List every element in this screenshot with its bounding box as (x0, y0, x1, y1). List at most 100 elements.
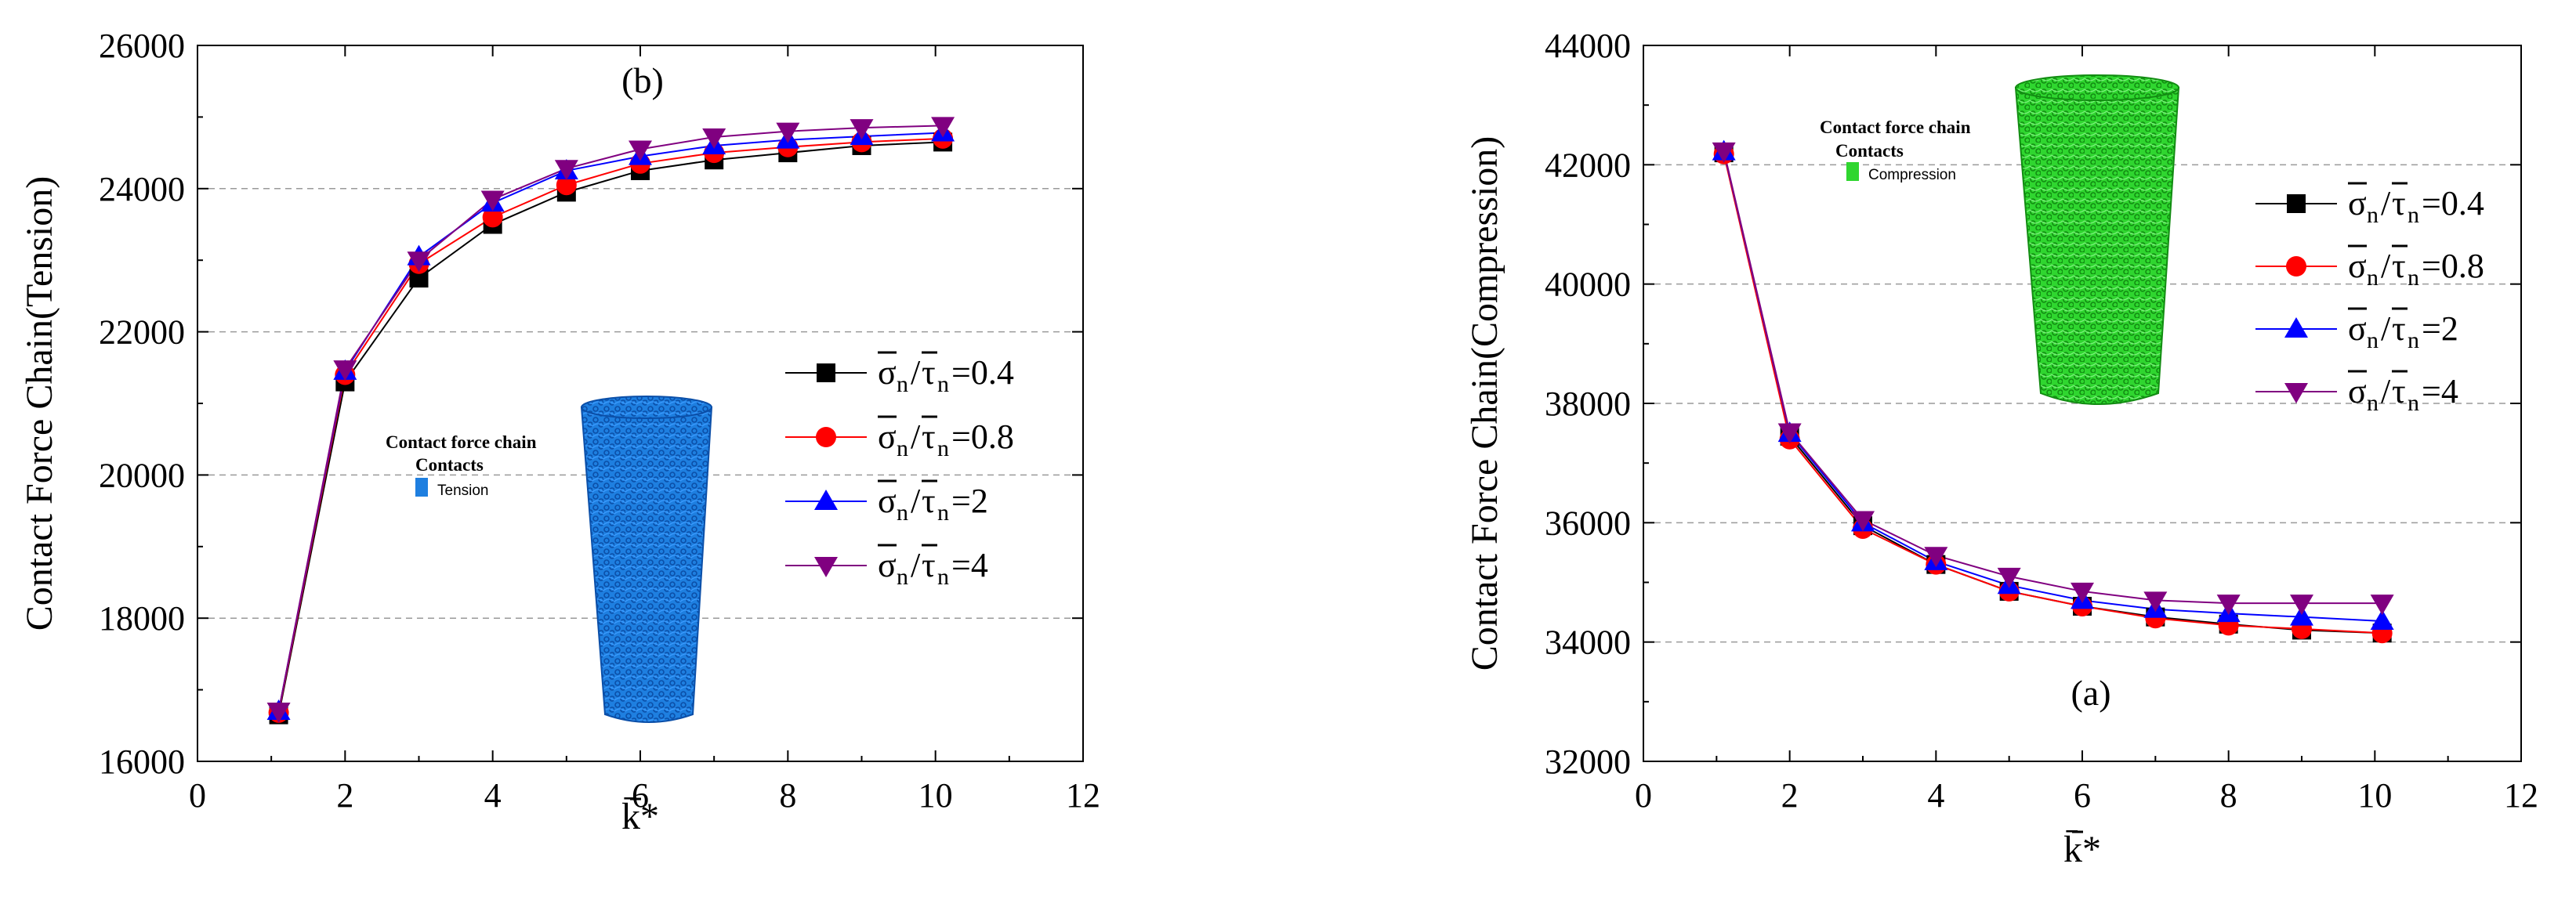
legend-ratio: =4 (951, 546, 988, 584)
compression-cylinder-top (2015, 74, 2179, 101)
panel-label: (b) (621, 60, 664, 100)
data-point-0.8 (482, 207, 503, 228)
legend-slash: / (2381, 309, 2391, 348)
data-point-4 (480, 190, 505, 211)
data-point-4 (1851, 511, 1875, 532)
x-axis-title: k̄* (621, 796, 659, 837)
y-tick-label: 22000 (99, 313, 185, 352)
data-point-4 (554, 160, 578, 181)
y-tick-label: 32000 (1545, 743, 1631, 781)
data-point-4 (407, 251, 431, 273)
x-tick-label: 0 (1635, 776, 1652, 815)
legend-tau-sub: n (2408, 327, 2419, 353)
data-point-0.8 (556, 175, 577, 196)
compression-chart: 32000 34000 36000 38000 40000 42000 44000 0 2 4 6… (1464, 27, 2538, 870)
legend-sigma-label: σ (2348, 247, 2367, 285)
legend-entry-4: σ n / τ n =4 (2255, 370, 2458, 416)
data-point-4 (931, 117, 955, 138)
legend-tau-label: τ (2392, 372, 2406, 410)
legend-ratio: =0.4 (2422, 184, 2484, 222)
y-tick-label: 24000 (99, 170, 185, 208)
x-tick-label: 4 (484, 776, 502, 815)
data-point-4 (702, 128, 726, 149)
legend: σ n / τ n =0.4 σ n / τ n =0.8 (785, 351, 1014, 590)
legend-sigma-sub: n (897, 500, 908, 526)
legend-tau-sub: n (2408, 202, 2419, 228)
series-lines (1723, 150, 2382, 634)
inset-subtitle: Contacts (1835, 141, 1904, 161)
legend-tau-label: τ (2392, 247, 2406, 285)
series-line-2 (1723, 151, 2382, 623)
legend-marker-circle (816, 427, 836, 447)
legend-sigma-label: σ (2348, 184, 2367, 222)
series-line-0.8 (277, 137, 944, 714)
legend-sigma-sub: n (2367, 390, 2379, 416)
legend-slash: / (911, 482, 921, 520)
legend: σ n / τ n =0.4 σ n / τ n =0.8 (2255, 182, 2484, 416)
series-line-4 (277, 125, 944, 712)
legend-entry-2: σ n / τ n =2 (785, 479, 988, 526)
data-point-4 (776, 122, 800, 143)
legend-marker-triangle-up (814, 490, 838, 510)
legend-tau-sub: n (937, 500, 949, 526)
legend-sigma-label: σ (878, 417, 897, 456)
x-tick-label: 6 (632, 776, 649, 815)
x-tick-label: 0 (189, 776, 206, 815)
y-tick-label: 40000 (1545, 266, 1631, 304)
inset-title: Contact force chain (386, 432, 537, 452)
x-tick-label: 2 (1781, 776, 1799, 815)
legend-tau-label: τ (922, 417, 936, 456)
legend-tau-sub: n (937, 371, 949, 397)
tension-chart: 16000 18000 20000 22000 24000 26000 0 2 4 6 8 10 12… (19, 27, 1100, 837)
legend-ratio-value: 2 (971, 482, 988, 520)
inset-subtitle: Contacts (415, 455, 484, 475)
legend-slash: / (2381, 247, 2391, 285)
legend-marker-triangle-down (2284, 383, 2308, 403)
data-point-4 (266, 703, 291, 724)
inset-swatch (1846, 162, 1859, 181)
y-tick-label: 42000 (1545, 146, 1631, 184)
data-point-4 (2143, 591, 2168, 613)
legend-ratio-value: 0.4 (2441, 184, 2484, 222)
legend-ratio-value: 4 (971, 546, 988, 584)
y-tick-label: 20000 (99, 456, 185, 494)
inset-label: Tension (437, 483, 489, 499)
legend-ratio-value: 0.8 (2441, 247, 2484, 285)
legend-sigma-sub: n (2367, 202, 2379, 228)
x-tick-label: 10 (2357, 776, 2392, 815)
legend-slash: / (2381, 184, 2391, 222)
legend-entry-0.8: σ n / τ n =0.8 (785, 415, 1014, 461)
legend-tau-label: τ (922, 482, 936, 520)
legend-ratio-value: 4 (2441, 372, 2458, 410)
x-tick-label: 4 (1927, 776, 1944, 815)
legend-tau-label: τ (922, 546, 936, 584)
y-tick-labels: 32000 34000 36000 38000 40000 42000 44000 (1545, 27, 1631, 781)
legend-ratio: =2 (2422, 309, 2458, 348)
legend-marker-square (817, 363, 835, 382)
x-tick-label: 10 (918, 776, 953, 815)
series-markers (266, 117, 955, 725)
axis-ticks (197, 45, 1084, 762)
axis-ticks (1643, 45, 2522, 762)
legend-tau-sub: n (2408, 265, 2419, 291)
x-tick-labels: 0 2 4 6 8 10 12 (1635, 776, 2538, 815)
tension-inset: Contact force chain Contacts Tension (386, 396, 713, 723)
legend-sigma-sub: n (897, 564, 908, 590)
legend-sigma-label: σ (2348, 372, 2367, 410)
series-line-0.4 (277, 141, 944, 715)
data-point-4 (2071, 582, 2094, 603)
y-tick-labels: 16000 18000 20000 22000 24000 26000 (99, 27, 185, 781)
data-point-4 (1924, 547, 1948, 568)
legend-tau-sub: n (2408, 390, 2419, 416)
legend-marker-triangle-up (2284, 317, 2308, 338)
x-tick-label: 6 (2074, 776, 2091, 815)
legend-tau-label: τ (2392, 309, 2406, 348)
y-tick-label: 44000 (1545, 27, 1631, 65)
legend-ratio: =2 (951, 482, 988, 520)
data-point-2 (2370, 609, 2394, 631)
legend-marker-square (2287, 194, 2306, 213)
legend-marker-triangle-down (814, 557, 838, 577)
legend-sigma-label: σ (2348, 309, 2367, 348)
series-line-4 (1723, 150, 2382, 605)
